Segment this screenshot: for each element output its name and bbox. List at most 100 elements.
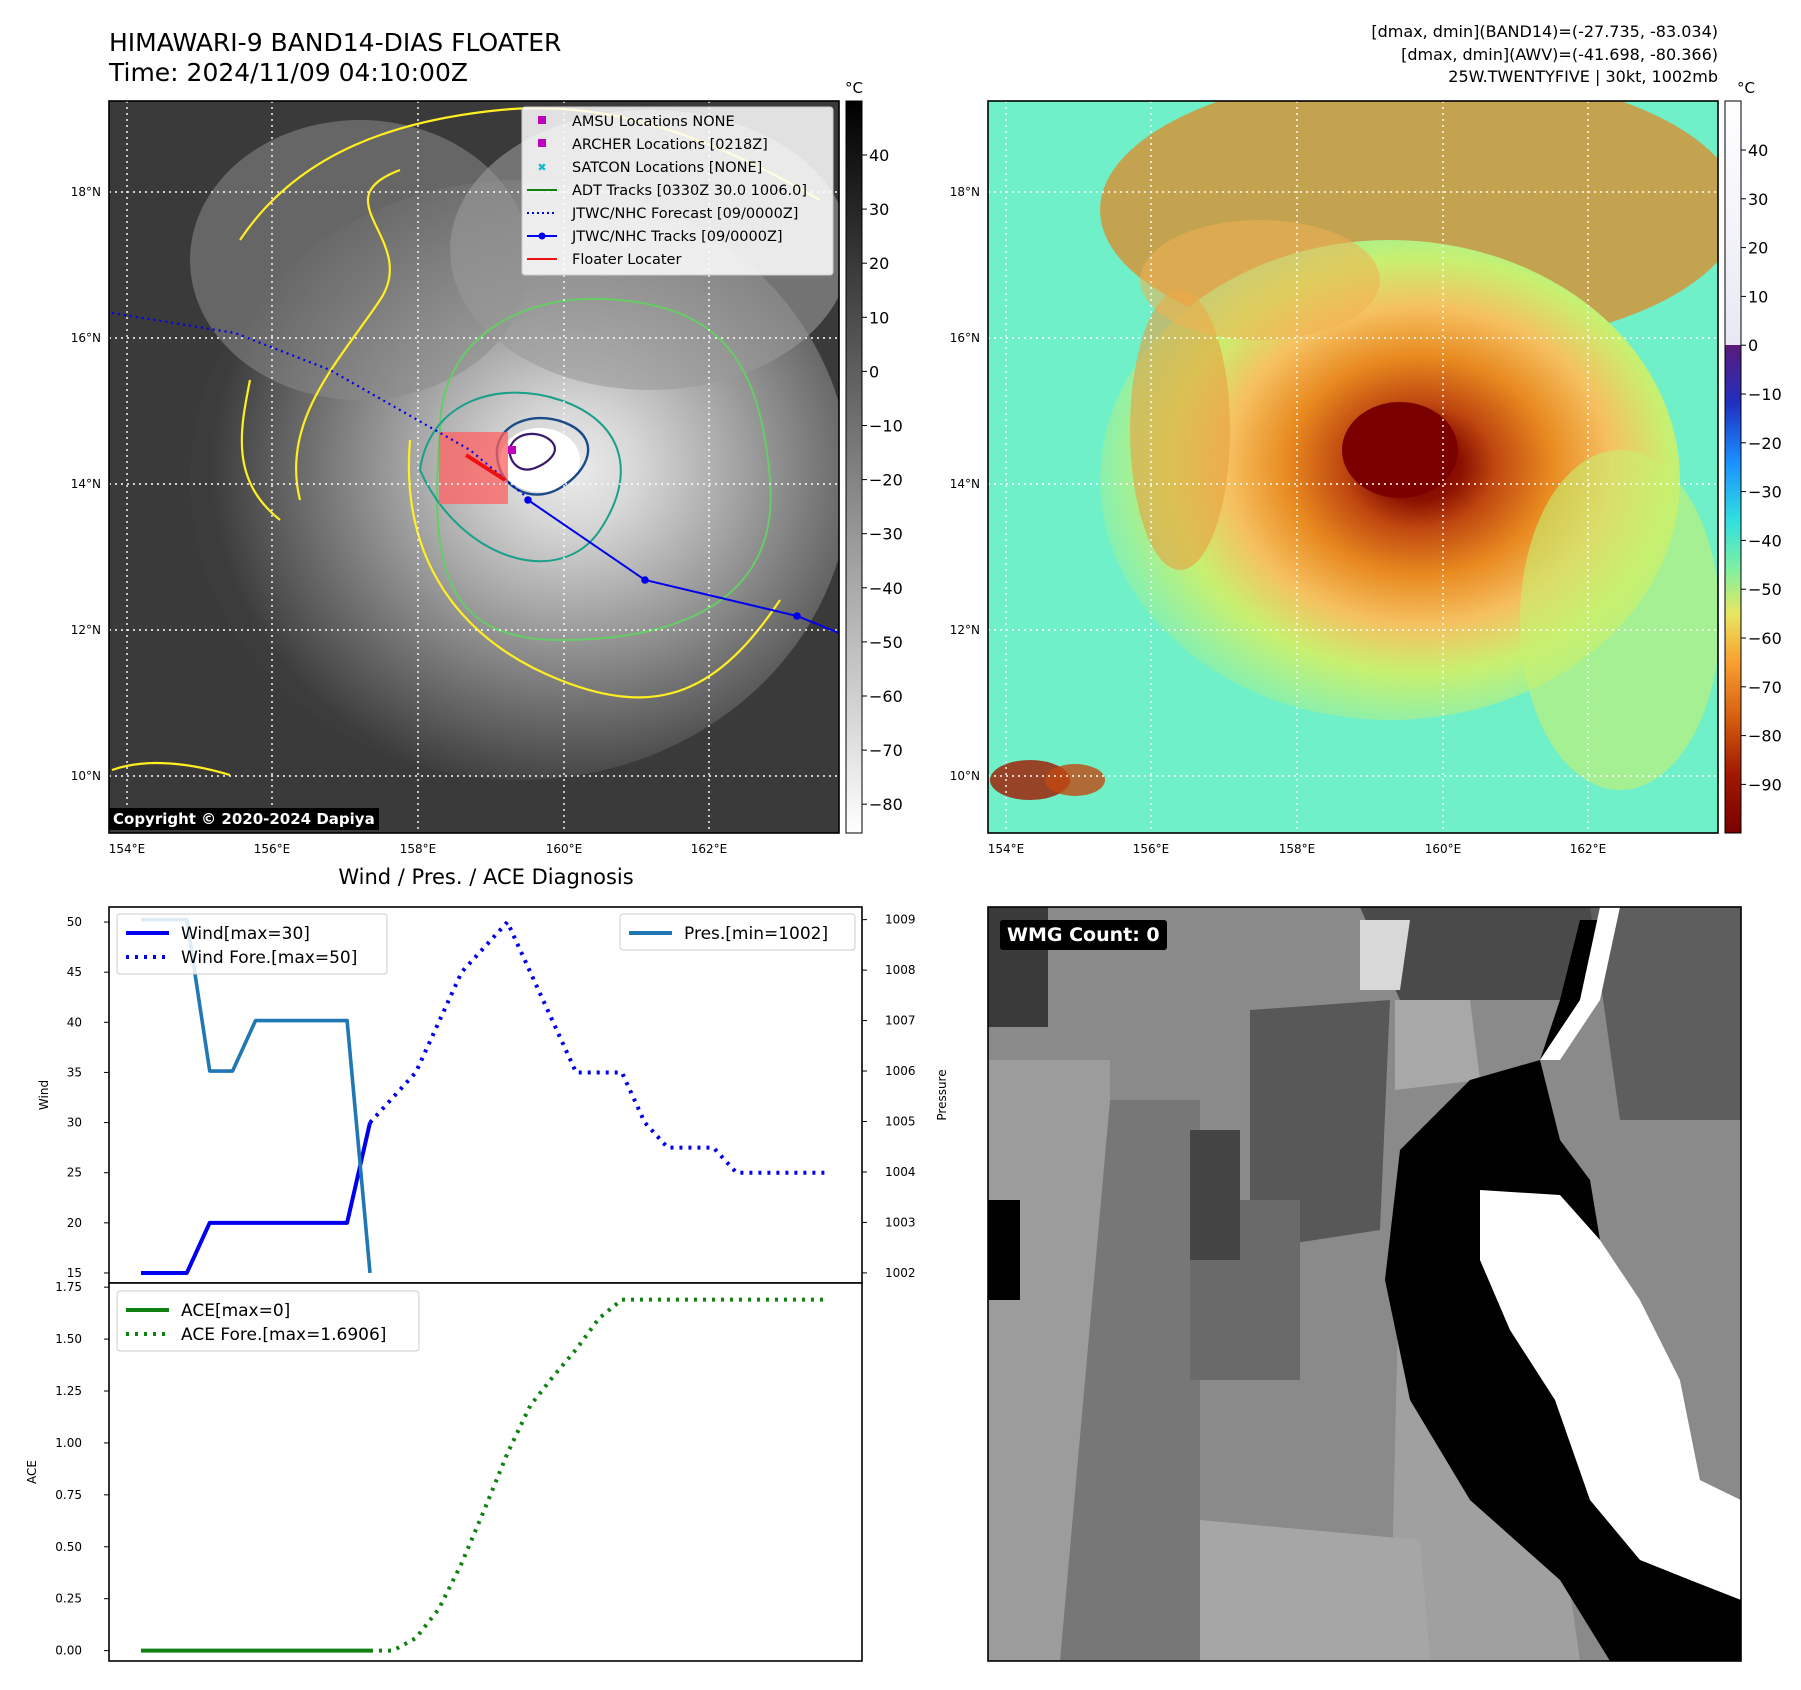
y-tick-label: 0.00 <box>55 1644 82 1658</box>
legend-item: ARCHER Locations [0218Z] <box>538 137 768 153</box>
y-right-tick-label: 1009 <box>885 913 916 927</box>
pressure-axis-title: Pressure <box>935 1069 949 1120</box>
awv-lat-axis: 18°N 16°N 14°N 12°N 10°N <box>950 185 980 783</box>
legend-square-marker <box>538 116 546 124</box>
legend-label: JTWC/NHC Tracks [09/0000Z] <box>571 229 783 245</box>
gray-colorbar-tick-label: 30 <box>869 200 889 219</box>
awv-colorbar-tick-label: −10 <box>1748 385 1782 404</box>
legend-label: ARCHER Locations [0218Z] <box>572 137 768 153</box>
y-right-tick-label: 1008 <box>885 963 916 977</box>
awv-colorbar-tick-label: 30 <box>1748 190 1768 209</box>
legend-label: ACE Fore.[max=1.6906] <box>181 1325 386 1345</box>
ace-chart: 0.00 0.25 0.50 0.75 1.00 1.25 1.50 1.75 ACE[max=… <box>55 1280 828 1658</box>
dmax-awv-label: [dmax, dmin](AWV)=(-41.698, -80.366) <box>1401 45 1718 64</box>
awv-colorbar-tick-label: −70 <box>1748 678 1782 697</box>
ir-lon-tick-label: 160°E <box>546 842 583 856</box>
y-tick-label: 35 <box>67 1065 82 1079</box>
awv-colorbar-tick-label: −50 <box>1748 580 1782 599</box>
ir-lon-tick-label: 158°E <box>400 842 437 856</box>
chart-legend: Pres.[min=1002] <box>619 913 856 951</box>
series-line <box>141 1122 372 1275</box>
legend-item: JTWC/NHC Forecast [09/0000Z] <box>527 206 798 222</box>
gray-colorbar-tick-label: 10 <box>869 308 889 327</box>
ir-lat-tick-label: 16°N <box>71 331 101 345</box>
awv-lon-tick-label: 162°E <box>1570 842 1607 856</box>
wmg-map-frame <box>987 906 1742 1662</box>
y-right-tick-label: 1005 <box>885 1114 916 1128</box>
y-tick-label: 15 <box>67 1266 82 1280</box>
legend-item: ✖ SATCON Locations [NONE] <box>537 160 762 176</box>
legend-label: Wind[max=30] <box>181 924 310 944</box>
dmax-band14-label: [dmax, dmin](BAND14)=(-27.735, -83.034) <box>1371 22 1718 41</box>
chart-legend: ACE[max=0] ACE Fore.[max=1.6906] <box>116 1290 420 1352</box>
awv-lon-tick-label: 154°E <box>988 842 1025 856</box>
ir-lon-axis: 154°E 156°E 158°E 160°E 162°E <box>109 842 728 856</box>
chart-legend: Wind[max=30] Wind Fore.[max=50] <box>116 913 388 975</box>
ir-lat-tick-label: 18°N <box>71 185 101 199</box>
legend-item: JTWC/NHC Tracks [09/0000Z] <box>527 229 783 245</box>
gray-colorbar-tick-label: 40 <box>869 146 889 165</box>
storm-info-label: 25W.TWENTYFIVE | 30kt, 1002mb <box>1448 67 1718 86</box>
awv-colorbar-tick-label: 10 <box>1748 287 1768 306</box>
wmg-count-label: WMG Count: 0 <box>1000 920 1167 950</box>
awv-colorbar-tick-label: 40 <box>1748 141 1768 160</box>
ir-lat-tick-label: 12°N <box>71 623 101 637</box>
wind-pressure-chart: 15 20 25 30 35 40 45 50 1002 1003 1004 1005 1006 1007… <box>67 913 916 1280</box>
gray-colorbar-tick-label: −70 <box>869 741 903 760</box>
awv-colorbar-tick-label: −20 <box>1748 434 1782 453</box>
gray-colorbar-tick-label: −40 <box>869 579 903 598</box>
awv-map-frame <box>987 100 1719 834</box>
gray-colorbar-tick-label: −30 <box>869 525 903 544</box>
y-tick-label: 50 <box>67 915 82 929</box>
gray-colorbar-tick-label: −50 <box>869 633 903 652</box>
y-tick-label: 45 <box>67 965 82 979</box>
legend-label: ADT Tracks [0330Z 30.0 1006.0] <box>572 183 807 199</box>
legend-dot <box>538 232 546 240</box>
y-tick-label: 0.75 <box>55 1488 82 1502</box>
title-line2: Time: 2024/11/09 04:10:00Z <box>108 58 468 87</box>
legend-label: Wind Fore.[max=50] <box>181 948 357 968</box>
awv-colorbar-tick-label: −40 <box>1748 531 1782 550</box>
series-line <box>368 920 828 1175</box>
title-line1: HIMAWARI-9 BAND14-DIAS FLOATER <box>109 28 561 57</box>
awv-lat-tick-label: 14°N <box>950 477 980 491</box>
awv-lat-tick-label: 18°N <box>950 185 980 199</box>
y-tick-label: 40 <box>67 1015 82 1029</box>
y-tick-label: 1.25 <box>55 1384 82 1398</box>
awv-colorbar-ticks: 40 30 20 10 0 −10 −20 −30 −40 −50 −60 −70 −80 −90 <box>1741 141 1782 794</box>
ace-axis-title: ACE <box>25 1460 39 1484</box>
ir-map-legend: AMSU Locations NONE ARCHER Locations [021… <box>521 106 834 276</box>
awv-colorbar-tick-label: −80 <box>1748 727 1782 746</box>
awv-lat-tick-label: 10°N <box>950 769 980 783</box>
awv-colorbar-cold <box>1725 345 1741 833</box>
wind-axis-title: Wind <box>37 1080 51 1110</box>
copyright-label: Copyright © 2020-2024 Dapiya <box>109 808 379 830</box>
legend-label: SATCON Locations [NONE] <box>572 160 762 176</box>
ir-lat-tick-label: 14°N <box>71 477 101 491</box>
gray-colorbar-tick-label: −80 <box>869 795 903 814</box>
y-tick-label: 30 <box>67 1116 82 1130</box>
y-right-tick-label: 1004 <box>885 1165 916 1179</box>
gray-colorbar-ticks: 40 30 20 10 0 −10 −20 −30 −40 −50 −60 −70 −80 <box>862 146 903 814</box>
ir-lat-axis: 18°N 16°N 14°N 12°N 10°N <box>71 185 101 783</box>
awv-colorbar-tick-label: 0 <box>1748 336 1758 355</box>
y-tick-label: 1.75 <box>55 1280 82 1294</box>
y-right-tick-label: 1002 <box>885 1266 916 1280</box>
legend-label: ACE[max=0] <box>181 1301 290 1321</box>
legend-label: Pres.[min=1002] <box>684 924 828 944</box>
gray-colorbar-tick-label: −20 <box>869 471 903 490</box>
awv-color-map <box>988 101 1718 833</box>
awv-colorbar-tick-label: 20 <box>1748 239 1768 258</box>
awv-lon-tick-label: 158°E <box>1279 842 1316 856</box>
diagnosis-title: Wind / Pres. / ACE Diagnosis <box>338 865 633 889</box>
y-tick-label: 1.50 <box>55 1332 82 1346</box>
y-right-tick-label: 1006 <box>885 1064 916 1078</box>
y-right-tick-label: 1003 <box>885 1215 916 1229</box>
y-right-tick-label: 1007 <box>885 1014 916 1028</box>
ir-lat-tick-label: 10°N <box>71 769 101 783</box>
awv-colorbar-tick-label: −60 <box>1748 629 1782 648</box>
legend-item: Floater Locater <box>527 252 681 268</box>
gray-colorbar <box>845 100 863 834</box>
legend-label: AMSU Locations NONE <box>572 114 735 130</box>
